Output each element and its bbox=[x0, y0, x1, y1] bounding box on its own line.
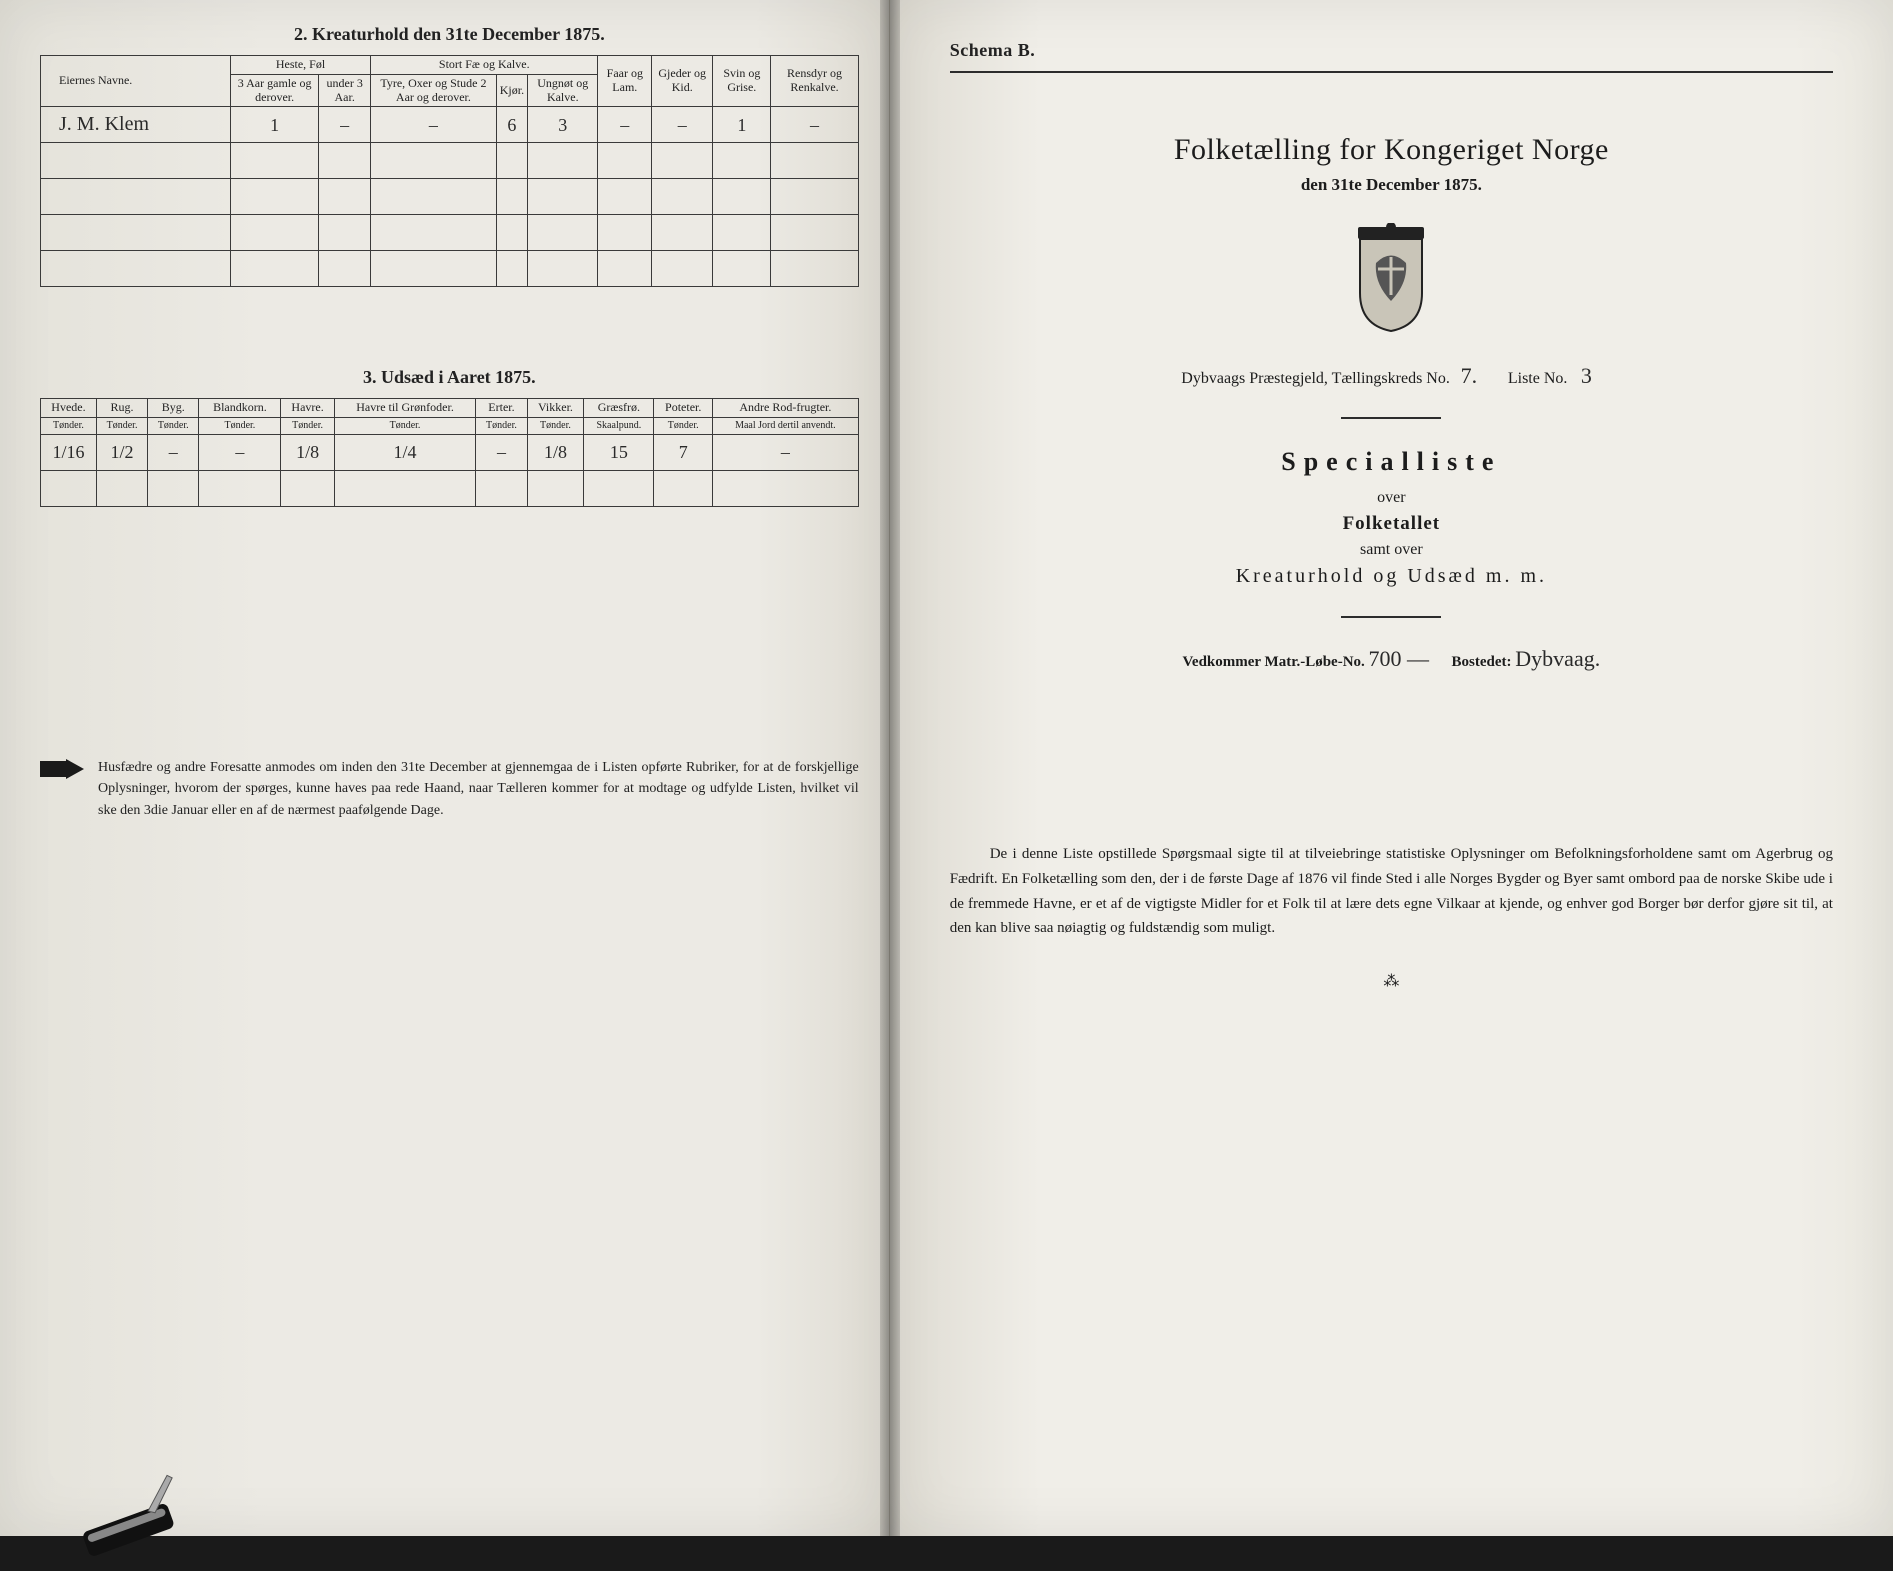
schema-label: Schema B. bbox=[950, 40, 1833, 61]
table-row: 1/16 1/2 – – 1/8 1/4 – 1/8 15 7 – bbox=[41, 434, 859, 470]
sub: Tønder. bbox=[96, 418, 147, 435]
folketallet-label: Folketallet bbox=[950, 513, 1833, 535]
divider bbox=[1341, 417, 1441, 419]
divider bbox=[1341, 616, 1441, 618]
col-cattle-b: Kjør. bbox=[496, 74, 527, 107]
col: Poteter. bbox=[654, 399, 713, 418]
book-spread: 2. Kreaturhold den 31te December 1875. E… bbox=[0, 0, 1893, 1536]
col: Byg. bbox=[148, 399, 199, 418]
sub: Maal Jord dertil anvendt. bbox=[713, 418, 859, 435]
section-3-title: 3. Udsæd i Aaret 1875. bbox=[40, 367, 859, 388]
table-row bbox=[41, 143, 859, 179]
sub: Tønder. bbox=[476, 418, 527, 435]
col-goats: Gjeder og Kid. bbox=[652, 56, 713, 107]
col: Havre til Grønfoder. bbox=[334, 399, 476, 418]
liste-number: 3 bbox=[1571, 363, 1601, 389]
table-row bbox=[41, 179, 859, 215]
col-owner: Eiernes Navne. bbox=[41, 56, 231, 107]
table-row bbox=[41, 215, 859, 251]
census-title: Folketælling for Kongeriget Norge bbox=[950, 133, 1833, 167]
bosted-value: Dybvaag. bbox=[1515, 646, 1600, 671]
sub: Tønder. bbox=[199, 418, 281, 435]
pointing-hand-icon bbox=[40, 757, 84, 781]
property-line: Vedkommer Matr.-Løbe-No. 700 — Bostedet:… bbox=[950, 646, 1833, 672]
book-spine bbox=[880, 0, 900, 1536]
matr-value: 700 — bbox=[1369, 646, 1430, 671]
col-reindeer: Rensdyr og Renkalve. bbox=[771, 56, 858, 107]
cell: 1/16 bbox=[41, 434, 97, 470]
col-cattle-c: Ungnøt og Kalve. bbox=[528, 74, 598, 107]
cell: – bbox=[771, 107, 858, 143]
cell: 1/4 bbox=[334, 434, 476, 470]
liste-label: Liste No. bbox=[1508, 370, 1568, 387]
cell: – bbox=[476, 434, 527, 470]
col-cattle-a: Tyre, Oxer og Stude 2 Aar og derover. bbox=[371, 74, 497, 107]
cell: 15 bbox=[584, 434, 654, 470]
footer-ornament: ⁂ bbox=[950, 971, 1833, 991]
cell: 6 bbox=[496, 107, 527, 143]
table-row bbox=[41, 470, 859, 506]
bosted-label: Bostedet: bbox=[1452, 654, 1512, 670]
sub: Tønder. bbox=[148, 418, 199, 435]
right-page: Schema B. Folketælling for Kongeriget No… bbox=[890, 0, 1893, 1536]
sub: Tønder. bbox=[41, 418, 97, 435]
col: Vikker. bbox=[527, 399, 584, 418]
sub: Tønder. bbox=[654, 418, 713, 435]
col-horses-b: under 3 Aar. bbox=[319, 74, 371, 107]
sub: Tønder. bbox=[527, 418, 584, 435]
samt-label: samt over bbox=[950, 541, 1833, 559]
cell: – bbox=[713, 434, 859, 470]
table-row bbox=[41, 251, 859, 287]
top-rule bbox=[950, 71, 1833, 73]
cell: – bbox=[652, 107, 713, 143]
cell: 1 bbox=[231, 107, 319, 143]
cell: – bbox=[598, 107, 652, 143]
footnote-block: Husfædre og andre Foresatte anmodes om i… bbox=[40, 757, 859, 822]
cell: 1 bbox=[713, 107, 771, 143]
col: Hvede. bbox=[41, 399, 97, 418]
col-horses: Heste, Føl bbox=[231, 56, 371, 75]
parish-line: Dybvaags Præstegjeld, Tællingskreds No. … bbox=[950, 363, 1833, 389]
sub: Skaalpund. bbox=[584, 418, 654, 435]
kreds-number: 7. bbox=[1454, 363, 1484, 389]
table-row: J. M. Klem 1 – – 6 3 – – 1 – bbox=[41, 107, 859, 143]
cell: – bbox=[319, 107, 371, 143]
cell: – bbox=[148, 434, 199, 470]
col: Havre. bbox=[281, 399, 334, 418]
col-pigs: Svin og Grise. bbox=[713, 56, 771, 107]
parish-prefix: Dybvaags Præstegjeld, Tællingskreds No. bbox=[1181, 370, 1450, 387]
owner-name: J. M. Klem bbox=[41, 107, 231, 143]
kreatur-label: Kreaturhold og Udsæd m. m. bbox=[950, 565, 1833, 588]
seed-table: Hvede. Rug. Byg. Blandkorn. Havre. Havre… bbox=[40, 398, 859, 506]
footnote-text: Husfædre og andre Foresatte anmodes om i… bbox=[98, 757, 859, 822]
col: Blandkorn. bbox=[199, 399, 281, 418]
col-horses-a: 3 Aar gamle og derover. bbox=[231, 74, 319, 107]
left-page: 2. Kreaturhold den 31te December 1875. E… bbox=[0, 0, 890, 1536]
census-subtitle: den 31te December 1875. bbox=[950, 175, 1833, 195]
col: Erter. bbox=[476, 399, 527, 418]
col: Græsfrø. bbox=[584, 399, 654, 418]
cell: 1/8 bbox=[527, 434, 584, 470]
section-2-title: 2. Kreaturhold den 31te December 1875. bbox=[40, 24, 859, 45]
cell: – bbox=[199, 434, 281, 470]
matr-label: Vedkommer Matr.-Løbe-No. bbox=[1182, 654, 1364, 670]
cell: 3 bbox=[528, 107, 598, 143]
over-label: over bbox=[950, 489, 1833, 507]
col-cattle: Stort Fæ og Kalve. bbox=[371, 56, 598, 75]
body-paragraph: De i denne Liste opstillede Spørgsmaal s… bbox=[950, 842, 1833, 941]
binder-clip-icon bbox=[71, 1467, 198, 1570]
cell: 7 bbox=[654, 434, 713, 470]
col: Andre Rod-frugter. bbox=[713, 399, 859, 418]
cell: – bbox=[371, 107, 497, 143]
coat-of-arms-icon bbox=[1348, 223, 1434, 333]
livestock-table: Eiernes Navne. Heste, Føl Stort Fæ og Ka… bbox=[40, 55, 859, 287]
col: Rug. bbox=[96, 399, 147, 418]
cell: 1/2 bbox=[96, 434, 147, 470]
specialliste-heading: Specialliste bbox=[950, 447, 1833, 477]
sub: Tønder. bbox=[281, 418, 334, 435]
sub: Tønder. bbox=[334, 418, 476, 435]
cell: 1/8 bbox=[281, 434, 334, 470]
col-sheep: Faar og Lam. bbox=[598, 56, 652, 107]
